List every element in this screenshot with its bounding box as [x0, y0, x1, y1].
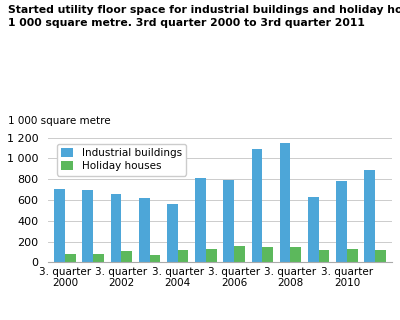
Bar	[167, 204, 178, 262]
Bar	[178, 251, 188, 262]
Bar	[121, 251, 132, 262]
Bar	[252, 149, 262, 262]
Bar	[195, 178, 206, 262]
Bar	[336, 181, 347, 262]
Bar	[280, 143, 290, 262]
Legend: Industrial buildings, Holiday houses: Industrial buildings, Holiday houses	[57, 144, 186, 175]
Bar	[93, 253, 104, 262]
Text: Started utility floor space for industrial buildings and holiday houses.: Started utility floor space for industri…	[8, 5, 400, 15]
Bar	[110, 194, 121, 262]
Bar	[234, 246, 245, 262]
Bar	[223, 180, 234, 262]
Bar	[308, 197, 319, 262]
Bar	[364, 170, 375, 262]
Bar	[65, 254, 76, 262]
Text: 1 000 square metre: 1 000 square metre	[8, 116, 111, 126]
Bar	[319, 250, 330, 262]
Bar	[82, 190, 93, 262]
Bar	[262, 247, 273, 262]
Bar	[347, 249, 358, 262]
Bar	[150, 255, 160, 262]
Bar	[375, 251, 386, 262]
Bar	[206, 249, 217, 262]
Bar	[54, 189, 65, 262]
Bar	[290, 247, 301, 262]
Bar	[139, 198, 150, 262]
Text: 1 000 square metre. 3rd quarter 2000 to 3rd quarter 2011: 1 000 square metre. 3rd quarter 2000 to …	[8, 18, 365, 28]
